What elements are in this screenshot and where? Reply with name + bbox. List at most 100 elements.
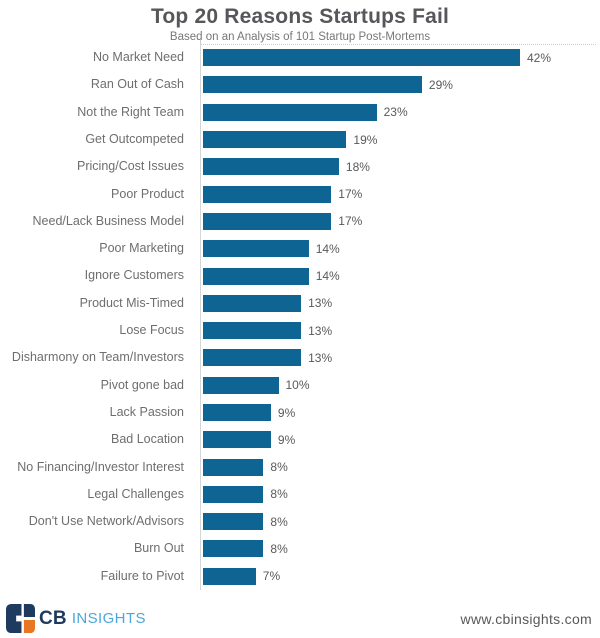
bar <box>203 158 339 176</box>
plot-top-border <box>200 44 596 45</box>
category-label: Legal Challenges <box>87 486 184 501</box>
bar-area: 8% <box>193 513 600 531</box>
category-label: Poor Marketing <box>99 241 184 256</box>
category-label: Failure to Pivot <box>100 568 184 583</box>
bar-area: 19% <box>193 131 600 149</box>
value-label: 13% <box>308 350 333 365</box>
bar-row: Ran Out of Cash 29% <box>0 71 600 98</box>
bar-row: Legal Challenges 8% <box>0 481 600 508</box>
value-label: 23% <box>383 105 408 120</box>
category-label: Burn Out <box>133 541 184 556</box>
bar-area: 9% <box>193 431 600 449</box>
bar <box>203 131 347 149</box>
bar-area: 8% <box>193 485 600 503</box>
cbinsights-logo-icon <box>6 604 35 633</box>
bar <box>203 513 264 531</box>
bar <box>203 212 332 230</box>
category-label: Ignore Customers <box>84 268 184 283</box>
cbinsights-logo: CB INSIGHTS <box>6 604 146 633</box>
category-label: No Market Need <box>92 50 184 65</box>
bar <box>203 267 309 285</box>
category-label: Bad Location <box>111 432 184 447</box>
bar-area: 13% <box>193 294 600 312</box>
bar-row: Pricing/Cost Issues 18% <box>0 153 600 180</box>
category-label: Need/Lack Business Model <box>32 213 184 228</box>
bar-area: 23% <box>193 103 600 121</box>
bar-row: Burn Out 8% <box>0 535 600 562</box>
logo-text-insights: INSIGHTS <box>71 610 146 627</box>
bar-area: 29% <box>193 76 600 94</box>
bar <box>203 294 302 312</box>
category-label: No Financing/Investor Interest <box>17 459 184 474</box>
bar-row: Product Mis-Timed 13% <box>0 290 600 317</box>
category-label: Pivot gone bad <box>100 377 184 392</box>
value-label: 42% <box>527 50 552 65</box>
bar-area: 18% <box>193 158 600 176</box>
bar <box>203 185 332 203</box>
bar-row: Disharmony on Team/Investors 13% <box>0 344 600 371</box>
value-label: 29% <box>428 77 453 92</box>
value-label: 13% <box>308 296 333 311</box>
category-label: Pricing/Cost Issues <box>77 159 184 174</box>
chart-header: Top 20 Reasons Startups Fail Based on an… <box>0 0 600 43</box>
bar-area: 8% <box>193 540 600 558</box>
bar-row: Poor Product 17% <box>0 180 600 207</box>
value-label: 8% <box>270 487 288 502</box>
category-label: Poor Product <box>111 186 184 201</box>
category-label: Disharmony on Team/Investors <box>11 350 184 365</box>
bar <box>203 431 271 449</box>
bar-rows: No Market Need 42% Ran Out of Cash 29% N… <box>0 44 600 590</box>
bar <box>203 349 302 367</box>
bar <box>203 103 377 121</box>
bar-chart-plot: No Market Need 42% Ran Out of Cash 29% N… <box>0 40 600 590</box>
chart-title: Top 20 Reasons Startups Fail <box>150 5 450 28</box>
bar-row: Pivot gone bad 10% <box>0 372 600 399</box>
category-label: Ran Out of Cash <box>90 77 184 92</box>
bar-area: 8% <box>193 458 600 476</box>
bar <box>203 404 271 421</box>
value-label: 8% <box>270 460 288 475</box>
bar-row: Bad Location 9% <box>0 426 600 453</box>
logo-text-cb: CB <box>39 607 67 629</box>
bar-area: 42% <box>193 49 600 67</box>
bar <box>203 485 264 503</box>
bar <box>203 49 520 67</box>
bar-row: Failure to Pivot 7% <box>0 563 600 590</box>
chart-footer: CB INSIGHTS www.cbinsights.com <box>6 604 592 633</box>
bar-row: Poor Marketing 14% <box>0 235 600 262</box>
bar-row: Lack Passion 9% <box>0 399 600 426</box>
bar-row: Need/Lack Business Model 17% <box>0 208 600 235</box>
value-label: 17% <box>338 187 363 202</box>
category-label: Don't Use Network/Advisors <box>28 514 184 529</box>
bar-area: 9% <box>193 404 600 421</box>
bar-area: 14% <box>193 240 600 258</box>
bar-area: 13% <box>193 322 600 340</box>
y-axis-line <box>200 44 201 590</box>
bar <box>203 322 302 340</box>
value-label: 9% <box>277 405 296 420</box>
value-label: 7% <box>262 569 281 584</box>
value-label: 17% <box>338 214 363 229</box>
value-label: 14% <box>315 241 340 256</box>
bar-area: 17% <box>193 212 600 230</box>
category-label: Not the Right Team <box>77 104 184 119</box>
value-label: 8% <box>270 514 288 529</box>
bar-area: 7% <box>193 567 600 585</box>
bar-row: Get Outcompeted 19% <box>0 126 600 153</box>
value-label: 9% <box>277 432 296 447</box>
axis-tick <box>200 40 201 45</box>
bar-area: 14% <box>193 267 600 285</box>
category-label: Product Mis-Timed <box>79 295 184 310</box>
value-label: 14% <box>315 269 340 284</box>
value-label: 10% <box>285 378 310 393</box>
website-url: www.cbinsights.com <box>460 610 592 627</box>
bar <box>203 458 264 476</box>
value-label: 13% <box>308 323 333 338</box>
bar-row: Ignore Customers 14% <box>0 262 600 289</box>
bar-row: No Financing/Investor Interest 8% <box>0 453 600 480</box>
value-label: 18% <box>345 159 370 174</box>
bar <box>203 540 264 558</box>
category-label: Lack Passion <box>109 404 184 419</box>
bar <box>203 567 256 585</box>
